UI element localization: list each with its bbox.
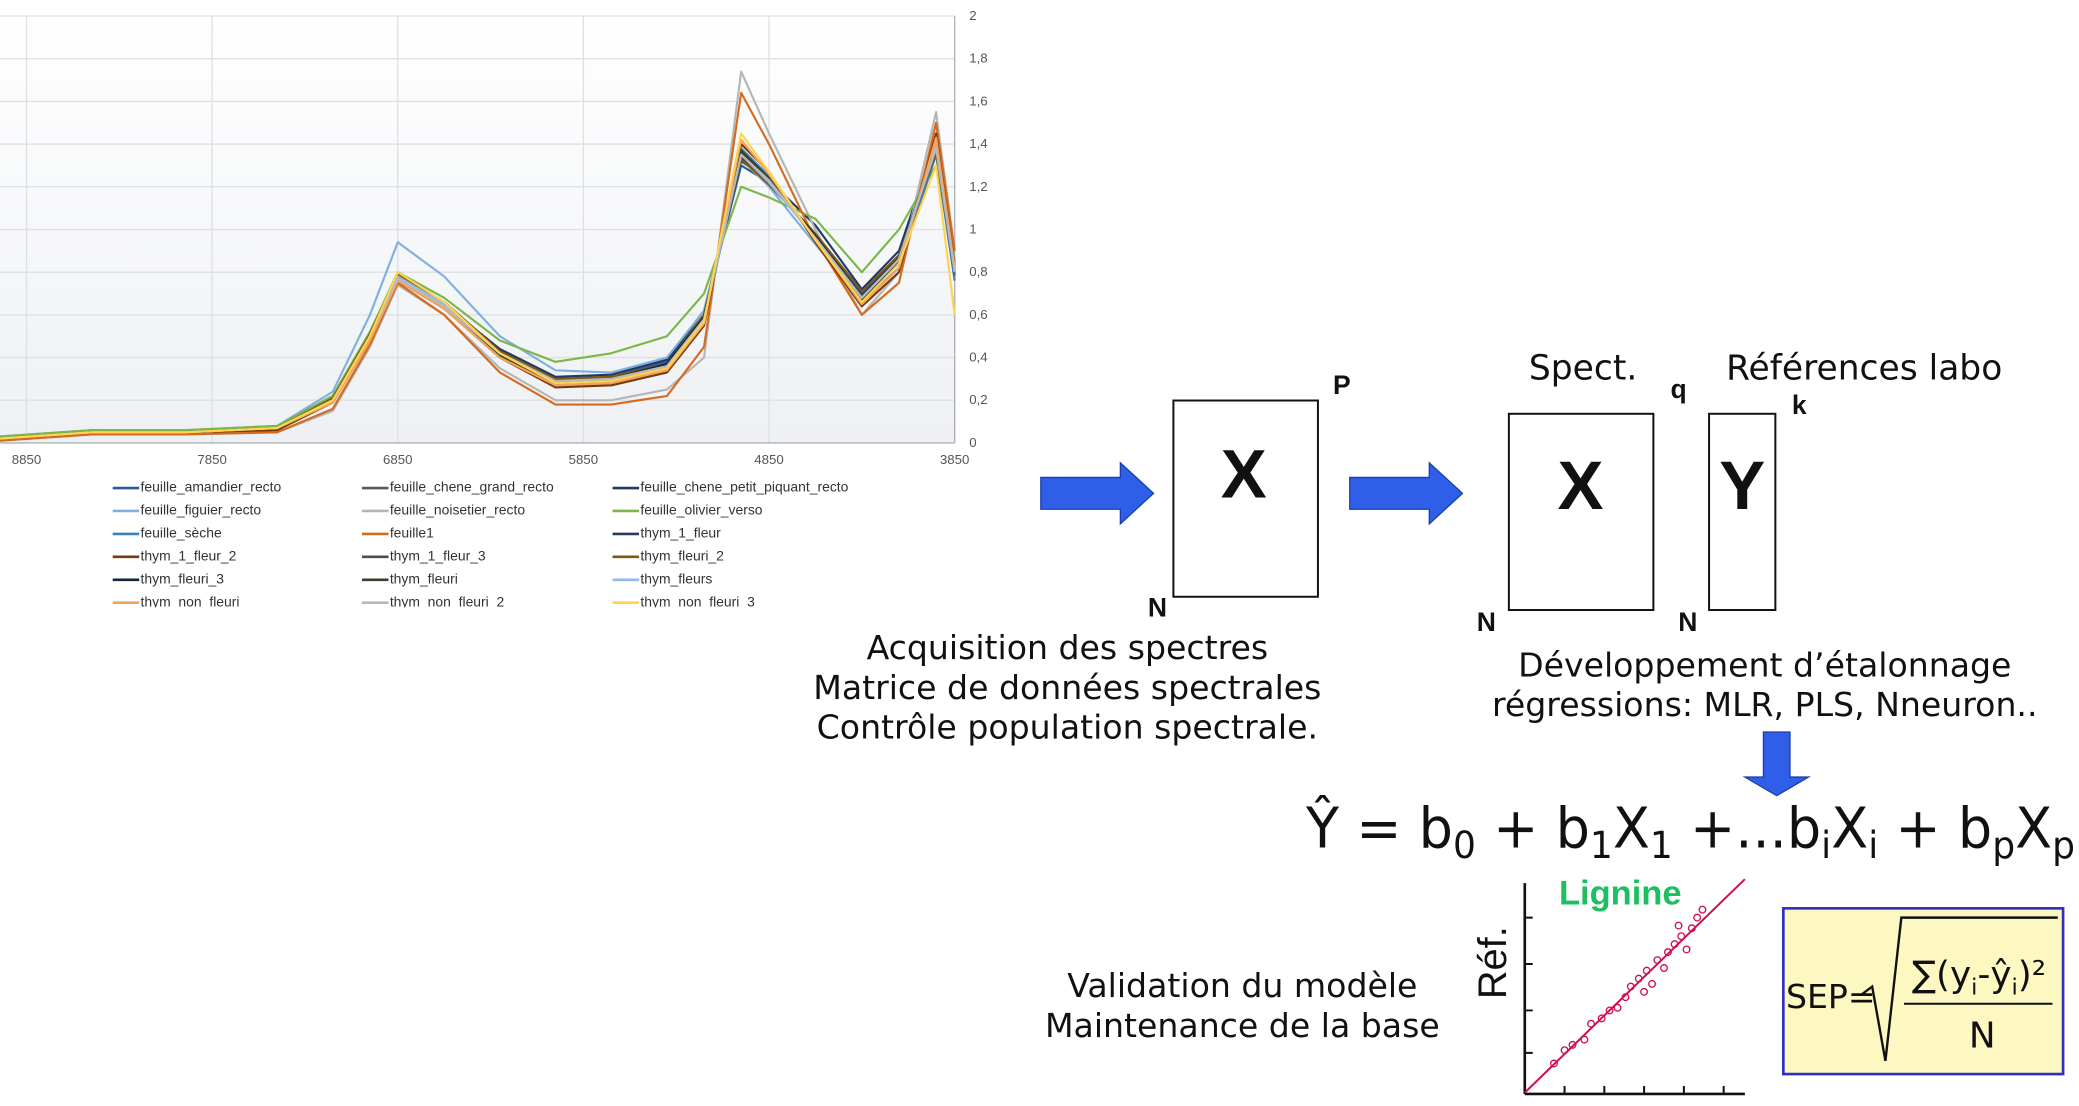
formula-sub: i xyxy=(2012,975,2018,1001)
y-tick-label: 0 xyxy=(969,435,976,450)
dim-label: N xyxy=(1678,607,1697,637)
formula-sub: i xyxy=(1868,824,1878,867)
spectra-chart: 0 0,2 0,4 0,6 0,8 1 1,2 1,4 1,6 1,8 2 8850 7850 6850 5… xyxy=(0,8,988,609)
legend-label: thym_fleuri xyxy=(390,570,458,586)
x-tick-label: 3850 xyxy=(940,452,969,467)
label: Spect. xyxy=(1529,348,1637,388)
matrix-letter: Y xyxy=(1719,447,1765,524)
formula-box xyxy=(1782,907,2065,1076)
caption: Matrice de données spectrales xyxy=(813,668,1321,707)
arrow xyxy=(1349,461,1464,526)
y-tick-label: 0,8 xyxy=(969,264,987,279)
y-tick-label: 0,4 xyxy=(969,350,987,365)
spectrum-line xyxy=(0,132,956,440)
legend-label: feuille_amandier_recto xyxy=(141,479,282,495)
legend-label: feuille_noisetier_recto xyxy=(390,502,526,518)
y-tick-label: 2 xyxy=(969,8,976,23)
caption: Contrôle population spectrale. xyxy=(817,708,1318,747)
matrix-box xyxy=(1708,412,1777,612)
y-tick-label: 1,8 xyxy=(969,51,987,66)
legend-label: thym_non_fleuri_3 xyxy=(640,593,755,609)
caption: Maintenance de la base xyxy=(1045,1006,1440,1045)
caption: Développement d’étalonnage xyxy=(1518,645,2011,684)
legend-label: thym_1_fleur_2 xyxy=(141,548,237,564)
formula-sub: i xyxy=(1971,975,1977,1001)
y-tick-label: 1,6 xyxy=(969,93,987,108)
x-tick-label: 7850 xyxy=(197,452,226,467)
formula-sub: p xyxy=(1992,824,2015,867)
sep-numerator: ∑(yi-ŷi)² xyxy=(1912,955,2046,1001)
dim-label: N xyxy=(1148,593,1167,623)
formula-part: X xyxy=(2015,796,2052,861)
plot-title: Lignine xyxy=(1559,874,1682,912)
legend-label: thym_non_fleuri xyxy=(141,593,240,609)
axis-label: Réf. xyxy=(1471,926,1515,999)
sep-label: SEP= xyxy=(1786,977,1876,1016)
label: Références labo xyxy=(1726,348,2002,388)
legend-label: feuille1 xyxy=(390,525,434,541)
sep-denominator: N xyxy=(1969,1016,1996,1057)
legend-label: feuille_chene_petit_piquant_recto xyxy=(640,479,848,495)
caption: Validation du modèle xyxy=(1067,966,1417,1005)
sqrt-sign xyxy=(1860,916,2058,1062)
formula-part: Ŷ = b xyxy=(1305,796,1453,861)
x-tick-label: 6850 xyxy=(383,452,412,467)
formula-part: + b xyxy=(1476,796,1590,861)
dim-label: N xyxy=(1477,607,1496,637)
matrix-letter: X xyxy=(1557,447,1603,524)
formula-part: ∑(y xyxy=(1912,955,1971,996)
dim-label: q xyxy=(1670,374,1686,404)
legend-label: thym_1_fleur_3 xyxy=(390,548,486,564)
validation-plot: Lignine Réf. xyxy=(1471,874,1746,1096)
legend-label: thym_fleurs xyxy=(640,570,712,586)
formula-part: X xyxy=(1613,796,1650,861)
legend-label: feuille_chene_grand_recto xyxy=(390,479,554,495)
formula-sub: p xyxy=(2052,824,2075,867)
diagram: X P N Spect. Références labo X q N Y k N… xyxy=(813,348,2075,1096)
x-tick-label: 4850 xyxy=(754,452,783,467)
legend-label: thym_non_fleuri_2 xyxy=(390,593,505,609)
y-tick-label: 1 xyxy=(969,221,976,236)
y-tick-label: 0,6 xyxy=(969,307,987,322)
formula-sub: i xyxy=(1821,824,1831,867)
axis-ticks xyxy=(1524,916,1725,1094)
y-tick-label: 1,4 xyxy=(969,136,987,151)
dim-label: k xyxy=(1792,390,1807,420)
fit-line xyxy=(1524,878,1746,1094)
regression-formula: Ŷ = b0 + b1X1 +...biXi + bpXp xyxy=(1305,796,2075,867)
x-tick-label: 5850 xyxy=(569,452,598,467)
sep-formula: SEP= ∑(yi-ŷi)² N xyxy=(1782,907,2065,1076)
x-tick-label: 8850 xyxy=(12,452,41,467)
formula-sub: 0 xyxy=(1453,824,1476,867)
formula-part: )² xyxy=(2018,955,2046,996)
formula-part: X xyxy=(1831,796,1868,861)
spectrum-line xyxy=(0,164,956,438)
spectrum-line xyxy=(0,91,956,442)
formula-sub: 1 xyxy=(1650,824,1673,867)
caption: Acquisition des spectres xyxy=(867,628,1269,667)
caption: régressions: MLR, PLS, Nneuron.. xyxy=(1492,685,2037,724)
y-tick-label: 1,2 xyxy=(969,179,987,194)
dim-label: P xyxy=(1333,370,1351,400)
spectrum-line xyxy=(0,132,956,440)
matrix-letter: X xyxy=(1221,435,1267,512)
legend-label: feuille_olivier_verso xyxy=(640,502,762,518)
matrix-box xyxy=(1172,399,1319,598)
matrix-box xyxy=(1507,412,1655,612)
formula-part: -ŷ xyxy=(1977,955,2011,996)
legend-label: thym_fleuri_3 xyxy=(141,570,225,586)
points xyxy=(1549,905,1707,1068)
legend-label: thym_1_fleur xyxy=(640,525,721,541)
y-tick-label: 0,2 xyxy=(969,392,987,407)
legend-label: thym_fleuri_2 xyxy=(640,548,724,564)
formula-part: + b xyxy=(1878,796,1992,861)
legend-label: feuille_figuier_recto xyxy=(141,502,262,518)
formula-sub: 1 xyxy=(1590,824,1613,867)
legend-label: feuille_sèche xyxy=(141,525,222,541)
arrow xyxy=(1040,461,1155,526)
arrow xyxy=(1742,731,1811,797)
formula-part: +...b xyxy=(1673,796,1821,861)
